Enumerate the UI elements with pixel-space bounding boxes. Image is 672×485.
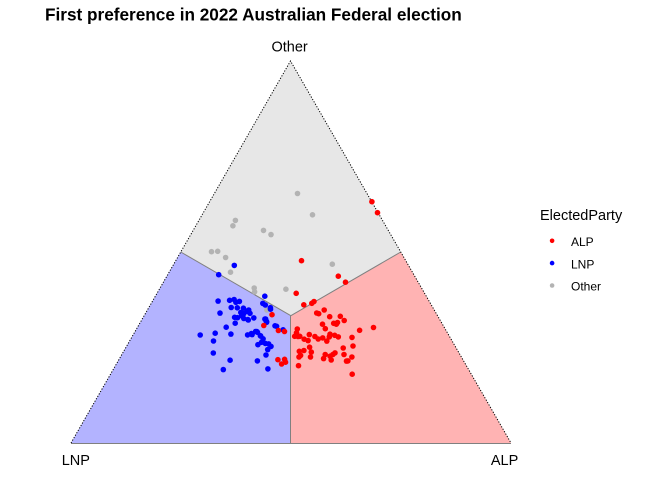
svg-text:Other: Other [571, 280, 601, 294]
svg-text:ElectedParty: ElectedParty [540, 208, 623, 224]
svg-text:ALP: ALP [571, 235, 594, 249]
svg-text:ALP: ALP [491, 453, 518, 469]
svg-text:First preference in 2022 Austr: First preference in 2022 Australian Fede… [45, 4, 462, 24]
svg-text:LNP: LNP [62, 453, 90, 469]
svg-text:LNP: LNP [571, 257, 594, 271]
svg-text:Other: Other [271, 40, 307, 56]
